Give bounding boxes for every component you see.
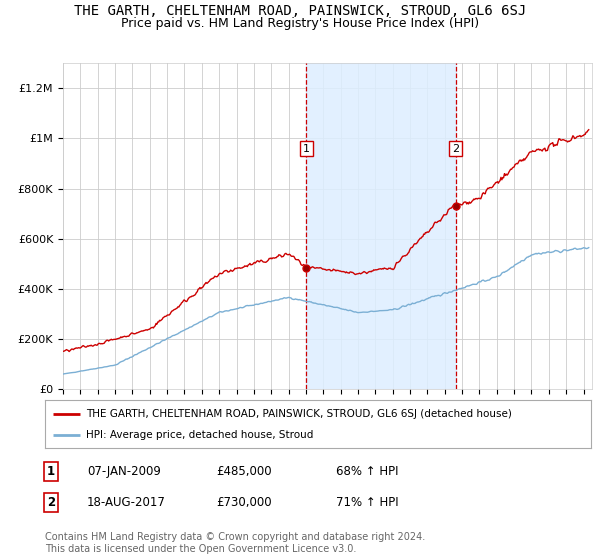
Text: 71% ↑ HPI: 71% ↑ HPI [336,496,398,509]
Bar [307,63,455,389]
Text: £730,000: £730,000 [216,496,272,509]
Text: 1: 1 [47,465,55,478]
Text: 68% ↑ HPI: 68% ↑ HPI [336,465,398,478]
Text: £485,000: £485,000 [216,465,272,478]
Text: Price paid vs. HM Land Registry's House Price Index (HPI): Price paid vs. HM Land Registry's House … [121,17,479,30]
Text: THE GARTH, CHELTENHAM ROAD, PAINSWICK, STROUD, GL6 6SJ (detached house): THE GARTH, CHELTENHAM ROAD, PAINSWICK, S… [86,409,512,419]
Text: 2: 2 [452,143,459,153]
Text: 07-JAN-2009: 07-JAN-2009 [87,465,161,478]
Text: Contains HM Land Registry data © Crown copyright and database right 2024.
This d: Contains HM Land Registry data © Crown c… [45,532,425,554]
Text: 2: 2 [47,496,55,509]
Text: THE GARTH, CHELTENHAM ROAD, PAINSWICK, STROUD, GL6 6SJ: THE GARTH, CHELTENHAM ROAD, PAINSWICK, S… [74,4,526,18]
Text: 18-AUG-2017: 18-AUG-2017 [87,496,166,509]
Text: HPI: Average price, detached house, Stroud: HPI: Average price, detached house, Stro… [86,430,313,440]
Text: 1: 1 [303,143,310,153]
